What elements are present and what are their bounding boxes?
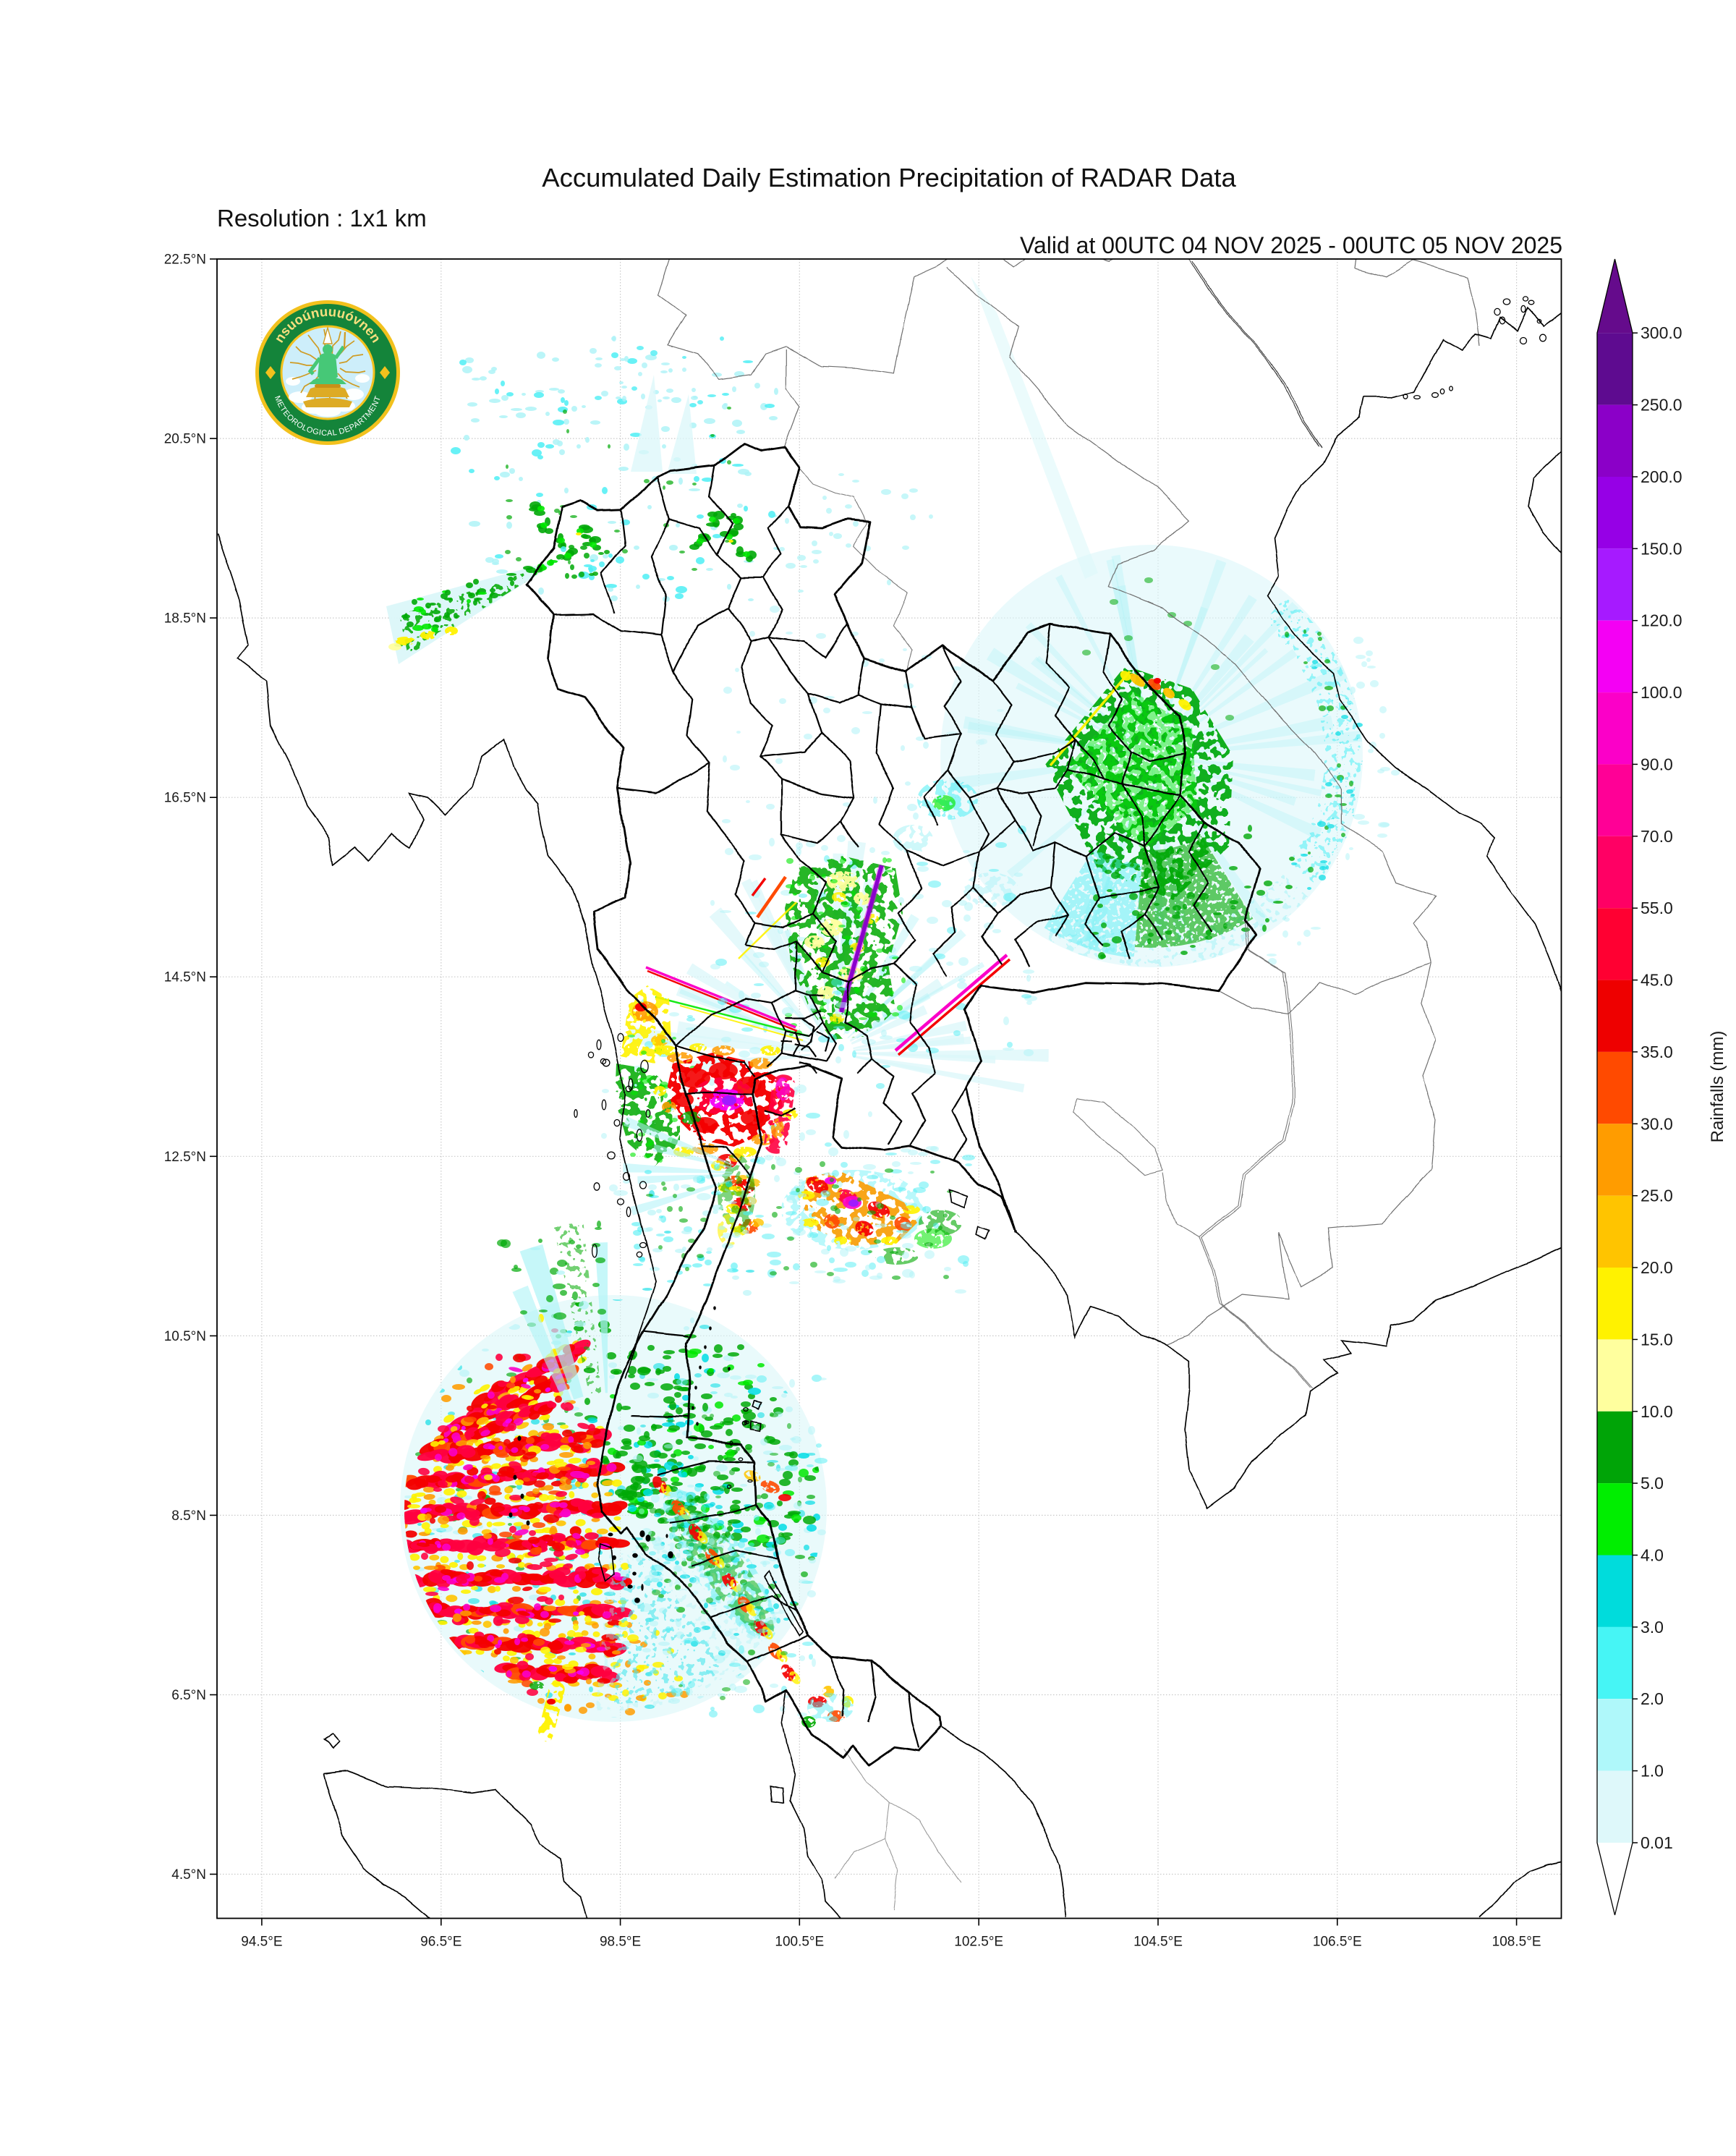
- svg-text:10.0: 10.0: [1641, 1402, 1673, 1421]
- svg-text:35.0: 35.0: [1641, 1043, 1673, 1061]
- svg-text:300.0: 300.0: [1641, 323, 1682, 342]
- svg-text:102.5°E: 102.5°E: [954, 1935, 1003, 1950]
- svg-text:55.0: 55.0: [1641, 899, 1673, 917]
- svg-text:4.5°N: 4.5°N: [171, 1867, 206, 1883]
- svg-text:20.0: 20.0: [1641, 1258, 1673, 1277]
- svg-text:90.0: 90.0: [1641, 755, 1673, 773]
- svg-text:25.0: 25.0: [1641, 1187, 1673, 1205]
- svg-text:5.0: 5.0: [1641, 1474, 1664, 1493]
- svg-text:Accumulated Daily Estimation P: Accumulated Daily Estimation Precipitati…: [542, 163, 1236, 192]
- svg-text:120.0: 120.0: [1641, 611, 1682, 630]
- svg-text:104.5°E: 104.5°E: [1133, 1935, 1183, 1950]
- svg-text:106.5°E: 106.5°E: [1313, 1935, 1362, 1950]
- svg-text:2.0: 2.0: [1641, 1689, 1664, 1708]
- svg-text:14.5°N: 14.5°N: [164, 970, 206, 985]
- svg-text:3.0: 3.0: [1641, 1618, 1664, 1637]
- svg-text:70.0: 70.0: [1641, 827, 1673, 846]
- svg-text:Valid at 00UTC 04 NOV 2025 - 0: Valid at 00UTC 04 NOV 2025 - 00UTC 05 NO…: [1020, 232, 1562, 258]
- svg-text:20.5°N: 20.5°N: [164, 432, 206, 447]
- svg-text:4.0: 4.0: [1641, 1546, 1664, 1565]
- svg-text:22.5°N: 22.5°N: [164, 252, 206, 268]
- svg-text:45.0: 45.0: [1641, 971, 1673, 990]
- svg-text:108.5°E: 108.5°E: [1492, 1935, 1541, 1950]
- svg-text:150.0: 150.0: [1641, 539, 1682, 558]
- svg-text:0.01: 0.01: [1641, 1833, 1673, 1852]
- svg-text:16.5°N: 16.5°N: [164, 791, 206, 806]
- svg-text:6.5°N: 6.5°N: [171, 1688, 206, 1703]
- svg-text:94.5°E: 94.5°E: [241, 1935, 282, 1950]
- svg-text:100.5°E: 100.5°E: [775, 1935, 824, 1950]
- svg-text:10.5°N: 10.5°N: [164, 1329, 206, 1344]
- svg-text:1.0: 1.0: [1641, 1762, 1664, 1781]
- svg-text:Resolution : 1x1 km: Resolution : 1x1 km: [217, 205, 427, 232]
- svg-text:30.0: 30.0: [1641, 1114, 1673, 1133]
- svg-text:Rainfalls (mm): Rainfalls (mm): [1708, 1031, 1727, 1143]
- svg-text:18.5°N: 18.5°N: [164, 611, 206, 627]
- svg-text:98.5°E: 98.5°E: [600, 1935, 641, 1950]
- svg-text:96.5°E: 96.5°E: [420, 1935, 461, 1950]
- svg-text:200.0: 200.0: [1641, 467, 1682, 486]
- svg-text:100.0: 100.0: [1641, 683, 1682, 702]
- svg-text:8.5°N: 8.5°N: [171, 1508, 206, 1524]
- svg-text:12.5°N: 12.5°N: [164, 1150, 206, 1165]
- svg-text:15.0: 15.0: [1641, 1330, 1673, 1349]
- svg-text:250.0: 250.0: [1641, 396, 1682, 415]
